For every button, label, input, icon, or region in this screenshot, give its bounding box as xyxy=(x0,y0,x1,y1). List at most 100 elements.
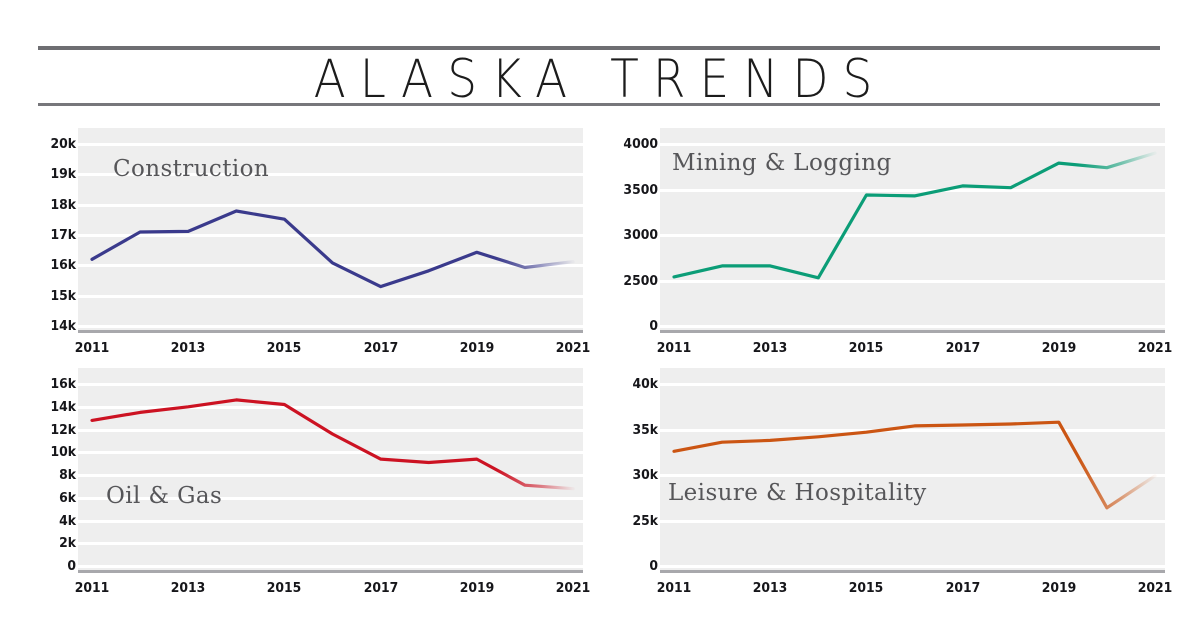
y-tick-label: 4000 xyxy=(623,136,658,152)
x-tick-label: 2013 xyxy=(752,340,788,356)
plot-area-construction xyxy=(78,128,583,330)
gridline xyxy=(78,173,583,177)
x-axis-mining-logging: 2011 2013 2015 2017 2019 2021 xyxy=(656,340,1173,362)
chart-panel-oil-gas: 16k 14k 12k 10k 8k 6k 4k 2k 0 Oil & Gas 2011 2013 20… xyxy=(18,368,598,618)
x-tick-label: 2011 xyxy=(656,340,692,356)
y-tick-label: 15k xyxy=(50,287,76,304)
y-tick-label: 35k xyxy=(632,421,658,438)
y-tick-label: 18k xyxy=(50,196,76,213)
y-tick-label: 14k xyxy=(50,318,76,334)
y-tick-label: 2k xyxy=(59,535,76,552)
x-axis-baseline xyxy=(78,330,583,333)
x-axis-baseline xyxy=(78,570,583,573)
series-line-mining-logging xyxy=(672,151,1157,280)
y-tick-label: 16k xyxy=(50,376,76,392)
plot-area-leisure-hospitality xyxy=(660,368,1165,570)
x-tick-label: 2019 xyxy=(1041,580,1077,596)
y-tick-label: 8k xyxy=(59,467,76,483)
header-rule-top xyxy=(38,46,1160,50)
x-tick-label: 2013 xyxy=(752,580,788,596)
data-series-path xyxy=(90,398,575,491)
series-line-oil-gas xyxy=(90,398,575,491)
gridline xyxy=(78,234,583,237)
gridline xyxy=(78,565,583,568)
x-tick-label: 2021 xyxy=(555,340,591,356)
x-tick-label: 2021 xyxy=(1137,580,1173,596)
plot-area-mining-logging xyxy=(660,128,1165,330)
gridline xyxy=(78,451,583,455)
chart-panel-construction: 20k 19k 18k 17k 16k 15k 14k Construction 2011 201… xyxy=(18,128,598,378)
gridline xyxy=(78,542,583,546)
y-axis-oil-gas: 16k 14k 12k 10k 8k 6k 4k 2k 0 xyxy=(18,368,76,574)
x-tick-label: 2017 xyxy=(363,340,398,356)
x-tick-label: 2019 xyxy=(1041,340,1077,356)
y-axis-mining-logging: 4000 3500 3000 2500 0 xyxy=(600,128,658,334)
page-header: ALASKA TRENDS xyxy=(0,0,1200,120)
gridline xyxy=(78,325,583,328)
y-tick-label: 14k xyxy=(50,398,76,415)
x-tick-label: 2021 xyxy=(555,580,591,596)
gridline xyxy=(78,294,583,298)
gridline xyxy=(78,519,583,523)
data-series-path xyxy=(672,151,1157,280)
gridline xyxy=(660,474,1165,477)
y-tick-label: 17k xyxy=(50,227,76,243)
y-tick-label: 3000 xyxy=(623,227,658,243)
y-tick-label: 40k xyxy=(632,376,658,392)
y-tick-label: 12k xyxy=(50,421,76,438)
gridline xyxy=(78,383,583,386)
x-tick-label: 2013 xyxy=(170,580,206,596)
y-tick-label: 10k xyxy=(50,444,76,461)
plot-area-oil-gas xyxy=(78,368,583,570)
x-tick-label: 2015 xyxy=(849,580,884,596)
gridline xyxy=(660,565,1165,568)
x-tick-label: 2011 xyxy=(656,580,692,596)
gridline xyxy=(660,188,1165,192)
gridline xyxy=(660,234,1165,237)
data-series-path xyxy=(90,209,575,289)
x-tick-label: 2017 xyxy=(945,580,980,596)
chart-title-construction: Construction xyxy=(113,156,270,182)
x-tick-label: 2015 xyxy=(267,580,302,596)
series-line-leisure-hospitality xyxy=(672,420,1157,510)
chart-grid: 20k 19k 18k 17k 16k 15k 14k Construction 2011 201… xyxy=(0,118,1200,628)
x-tick-label: 2011 xyxy=(74,580,110,596)
x-axis-baseline xyxy=(660,330,1165,333)
x-tick-label: 2021 xyxy=(1137,340,1173,356)
y-tick-label: 0 xyxy=(649,558,658,574)
y-tick-label: 4k xyxy=(59,512,76,529)
gridline xyxy=(660,428,1165,432)
gridline xyxy=(78,203,583,207)
x-axis-oil-gas: 2011 2013 2015 2017 2019 2021 xyxy=(74,580,591,602)
y-tick-label: 19k xyxy=(50,166,76,183)
gridline xyxy=(660,279,1165,283)
x-tick-label: 2017 xyxy=(363,580,398,596)
y-tick-label: 0 xyxy=(67,558,76,574)
header-rule-bottom xyxy=(38,103,1160,106)
chart-panel-leisure-hospitality: 40k 35k 30k 25k 0 Leisure & Hospitality 2011 20… xyxy=(600,368,1180,618)
x-axis-baseline xyxy=(660,570,1165,573)
series-line-construction xyxy=(90,209,575,289)
gridline xyxy=(78,496,583,500)
x-tick-label: 2017 xyxy=(945,340,980,356)
x-tick-label: 2013 xyxy=(170,340,206,356)
y-tick-label: 25k xyxy=(632,512,658,529)
x-tick-label: 2011 xyxy=(74,340,110,356)
x-tick-label: 2015 xyxy=(849,340,884,356)
y-axis-leisure-hospitality: 40k 35k 30k 25k 0 xyxy=(600,368,658,574)
gridline xyxy=(78,405,583,409)
page-title: ALASKA TRENDS xyxy=(313,48,887,111)
chart-panel-mining-logging: 4000 3500 3000 2500 0 Mining & Logging 2011 201… xyxy=(600,128,1180,378)
y-tick-label: 6k xyxy=(59,489,76,506)
gridline xyxy=(660,143,1165,146)
y-tick-label: 3500 xyxy=(623,181,658,198)
chart-title-mining-logging: Mining & Logging xyxy=(672,150,892,176)
gridline xyxy=(78,143,583,146)
y-tick-label: 2500 xyxy=(623,272,658,289)
x-tick-label: 2019 xyxy=(459,340,495,356)
y-axis-construction: 20k 19k 18k 17k 16k 15k 14k xyxy=(18,128,76,334)
gridline xyxy=(78,474,583,477)
x-tick-label: 2015 xyxy=(267,340,302,356)
gridline xyxy=(660,519,1165,523)
chart-title-oil-gas: Oil & Gas xyxy=(106,483,223,509)
